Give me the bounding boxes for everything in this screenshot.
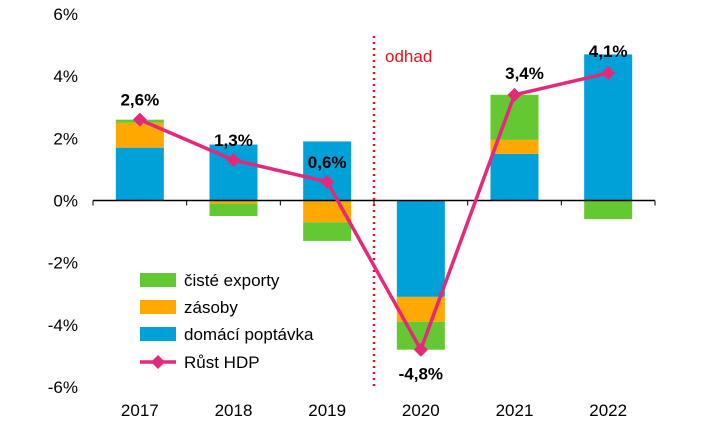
gdp-marker [413,342,428,357]
gdp-data-label: 4,1% [589,42,628,61]
y-tick-label: 0% [53,192,78,211]
legend-swatch [140,327,176,341]
x-tick-label: 2018 [215,401,253,420]
x-tick-label: 2019 [308,401,346,420]
gdp-marker [132,112,147,127]
bar-segment [303,222,352,241]
gdp-marker [226,153,241,168]
y-tick-label: 6% [53,5,78,24]
y-tick-label: -6% [48,378,78,397]
gdp-data-label: 1,3% [214,131,253,150]
bar-segment [115,147,164,201]
bar-segment [490,153,539,201]
gdp-data-label: 2,6% [120,91,159,110]
y-tick-label: -4% [48,316,78,335]
forecast-divider: odhad [372,36,432,387]
legend-swatch [140,300,176,314]
legend-label: zásoby [184,298,238,317]
gdp-line-path [139,71,609,352]
x-tick-label: 2017 [121,401,159,420]
legend-marker-swatch [151,355,165,369]
forecast-annotation: odhad [385,47,432,66]
gdp-data-label: 3,4% [505,64,544,83]
x-tick-label: 2022 [589,401,627,420]
gdp-marker [507,87,522,102]
bar-segment [490,139,539,154]
gdp-line [132,66,616,357]
legend-label: Růst HDP [184,353,260,372]
bar-segment [490,94,539,140]
data-labels: 2,6% 1,3% 0,6% -4,8% 3,4% 4,1% [120,42,627,384]
y-tick-label: -2% [48,254,78,273]
legend: čisté exporty zásoby domácí poptávka Růst H… [140,271,314,372]
x-tick-label: 2021 [496,401,534,420]
legend-label: čisté exporty [184,271,280,290]
y-tick-label: 2% [53,129,78,148]
bar-segment [396,200,445,297]
bar-segment [584,200,633,220]
y-tick-label: 4% [53,67,78,86]
legend-swatch [140,273,176,287]
gdp-data-label: 0,6% [308,153,347,172]
x-axis: 2017 2018 2019 2020 2021 2022 [121,401,627,420]
gdp-marker [320,174,335,189]
zero-axis [92,199,656,206]
gdp-marker [601,66,616,81]
bar-segment [209,200,258,204]
bar-segment [303,141,352,201]
bar-segment [209,203,258,217]
legend-label: domácí poptávka [184,325,314,344]
gdp-data-label: -4,8% [399,365,443,384]
y-axis: 6% 4% 2% 0% -2% -4% -6% [48,5,78,397]
x-tick-label: 2020 [402,401,440,420]
